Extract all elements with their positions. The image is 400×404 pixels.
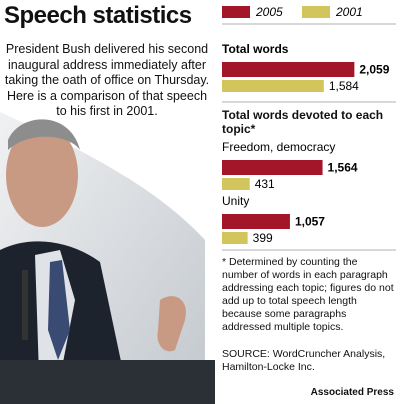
legend-swatch bbox=[222, 6, 250, 18]
value-label: 1,564 bbox=[328, 161, 358, 175]
bar bbox=[222, 80, 324, 92]
bar bbox=[222, 214, 290, 229]
category-label: Total words bbox=[222, 42, 289, 56]
value-label: 399 bbox=[253, 231, 273, 245]
bar bbox=[222, 62, 355, 77]
bar bbox=[222, 232, 248, 244]
footnote: * Determined by counting the number of w… bbox=[222, 256, 394, 333]
credit: Associated Press bbox=[310, 387, 394, 398]
bar bbox=[222, 178, 250, 190]
intro-text: President Bush delivered his second inau… bbox=[4, 42, 210, 118]
value-label: 2,059 bbox=[359, 63, 389, 77]
value-label: 1,584 bbox=[329, 79, 359, 93]
photo bbox=[0, 112, 215, 404]
source: SOURCE: WordCruncher Analysis, Hamilton-… bbox=[222, 348, 386, 373]
category-label: Unity bbox=[222, 194, 249, 208]
value-label: 431 bbox=[255, 177, 275, 191]
legend-label: 2001 bbox=[335, 5, 363, 19]
category-label: Freedom, democracy bbox=[222, 140, 335, 154]
legend-swatch bbox=[302, 6, 330, 18]
title: Speech statistics bbox=[4, 2, 192, 29]
value-label: 1,057 bbox=[295, 215, 325, 229]
bar bbox=[222, 160, 323, 175]
section-label: Total words devoted to each topic* bbox=[222, 108, 384, 136]
legend-label: 2005 bbox=[255, 5, 283, 19]
